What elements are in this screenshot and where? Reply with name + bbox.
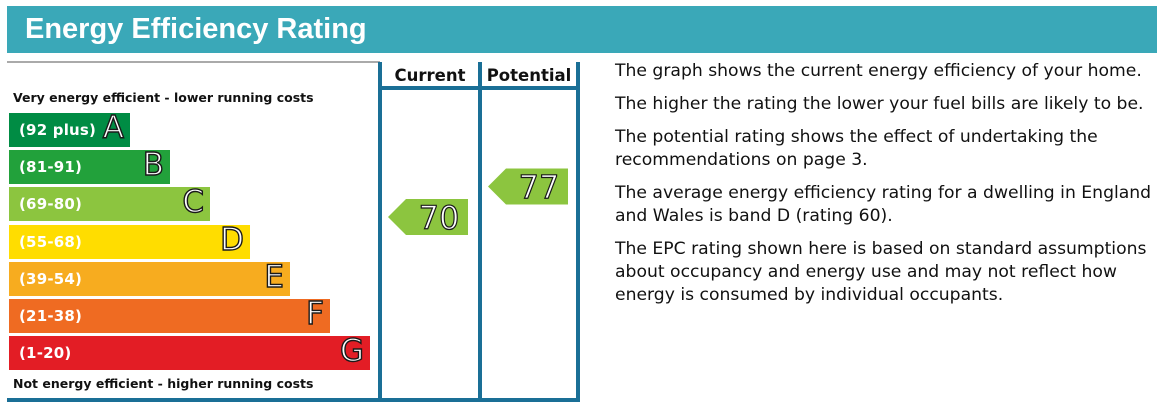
band-range-label: (92 plus) — [19, 121, 97, 139]
band-b: (81-91) B — [9, 146, 170, 185]
band-range-label: (69-80) — [19, 195, 83, 214]
band-letter: F — [305, 295, 324, 332]
band-letter: A — [102, 109, 125, 146]
current-rating-arrow — [388, 199, 468, 236]
band-d: (55-68) D — [9, 221, 250, 259]
info-paragraph: The graph shows the current energy effic… — [615, 61, 1142, 81]
info-panel: The graph shows the current energy effic… — [615, 60, 1155, 317]
band-letter: G — [339, 332, 364, 370]
bottom-caption: Not energy efficient - higher running co… — [13, 376, 314, 391]
page-title: Energy Efficiency Rating — [25, 13, 367, 45]
current-rating-value: 70 — [419, 199, 460, 237]
band-c: (69-80) C — [9, 184, 210, 222]
band-g: (1-20) G — [9, 332, 370, 371]
band-range-label: (39-54) — [19, 269, 83, 288]
potential-rating-value: 77 — [519, 168, 560, 206]
band-e: (39-54) E — [9, 258, 290, 296]
band-range-label: (21-38) — [19, 307, 83, 325]
band-a: (92 plus) A — [9, 109, 130, 147]
band-range-label: (81-91) — [19, 158, 83, 177]
band-letter: B — [142, 146, 165, 184]
band-f: (21-38) F — [9, 295, 330, 333]
info-paragraph: The higher the rating the lower your fue… — [615, 94, 1144, 114]
info-paragraph: The EPC rating shown here is based on st… — [615, 239, 1147, 305]
band-range-label: (1-20) — [19, 344, 72, 363]
top-caption: Very energy efficient - lower running co… — [13, 90, 314, 105]
column-header-potential: Potential — [487, 66, 572, 85]
info-paragraph: The potential rating shows the effect of… — [615, 127, 1098, 170]
band-range-label: (55-68) — [19, 232, 83, 251]
info-paragraph: The average energy efficiency rating for… — [615, 183, 1152, 226]
band-letter: C — [182, 184, 205, 221]
header-bar: Energy Efficiency Rating — [7, 6, 1157, 53]
column-header-current: Current — [395, 66, 466, 85]
band-letter: D — [219, 221, 244, 258]
band-letter: E — [264, 258, 285, 295]
potential-rating-arrow — [488, 168, 568, 205]
